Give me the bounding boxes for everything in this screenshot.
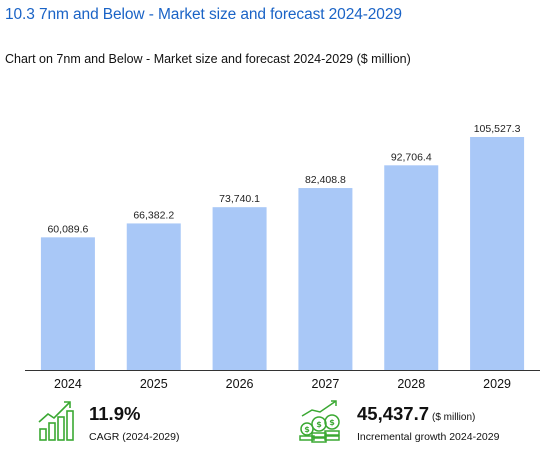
bar-2029: [470, 137, 525, 370]
bar-2024: [40, 237, 95, 370]
svg-text:$: $: [304, 425, 310, 434]
bar-value-label: 82,408.8: [305, 174, 346, 186]
bar-2026: [212, 207, 267, 370]
bar-value-label: 92,706.4: [391, 151, 432, 163]
incremental-unit: ($ million): [432, 412, 476, 423]
x-tick-label: 2028: [397, 377, 425, 391]
cagr-value: 11.9%: [89, 403, 141, 424]
svg-text:$: $: [329, 418, 335, 427]
incremental-value: 45,437.7 ($ million): [357, 403, 475, 425]
incremental-growth-stat: $ $ $ 45,437.7 ($ million) Incremental gr…: [298, 398, 548, 448]
x-tick-label: 2024: [54, 377, 82, 391]
cagr-caption: CAGR (2024-2029): [89, 431, 180, 443]
chart-title: Chart on 7nm and Below - Market size and…: [5, 52, 411, 66]
money-growth-icon: $ $ $: [299, 400, 340, 443]
bar-2028: [384, 165, 439, 370]
bar-value-label: 105,527.3: [474, 123, 521, 135]
bar-chart: 60,089.6 2024 66,382.2 2025 73,740.1 2026 82,4…: [25, 123, 540, 391]
bar-2025: [126, 223, 181, 370]
x-tick-label: 2026: [226, 377, 254, 391]
svg-text:$: $: [316, 420, 322, 429]
bar-value-label: 66,382.2: [133, 209, 174, 221]
growth-chart-icon: [38, 401, 74, 441]
bar-value-label: 60,089.6: [47, 223, 88, 235]
section-heading: 10.3 7nm and Below - Market size and for…: [5, 6, 402, 23]
cagr-stat: 11.9% CAGR (2024-2029): [38, 398, 238, 448]
bar-value-label: 73,740.1: [219, 193, 260, 205]
incremental-caption: Incremental growth 2024-2029: [357, 431, 500, 443]
x-tick-label: 2025: [140, 377, 168, 391]
incremental-amount: 45,437.7: [357, 403, 430, 424]
bar-2027: [298, 188, 353, 370]
x-tick-label: 2027: [312, 377, 340, 391]
x-tick-label: 2029: [483, 377, 511, 391]
